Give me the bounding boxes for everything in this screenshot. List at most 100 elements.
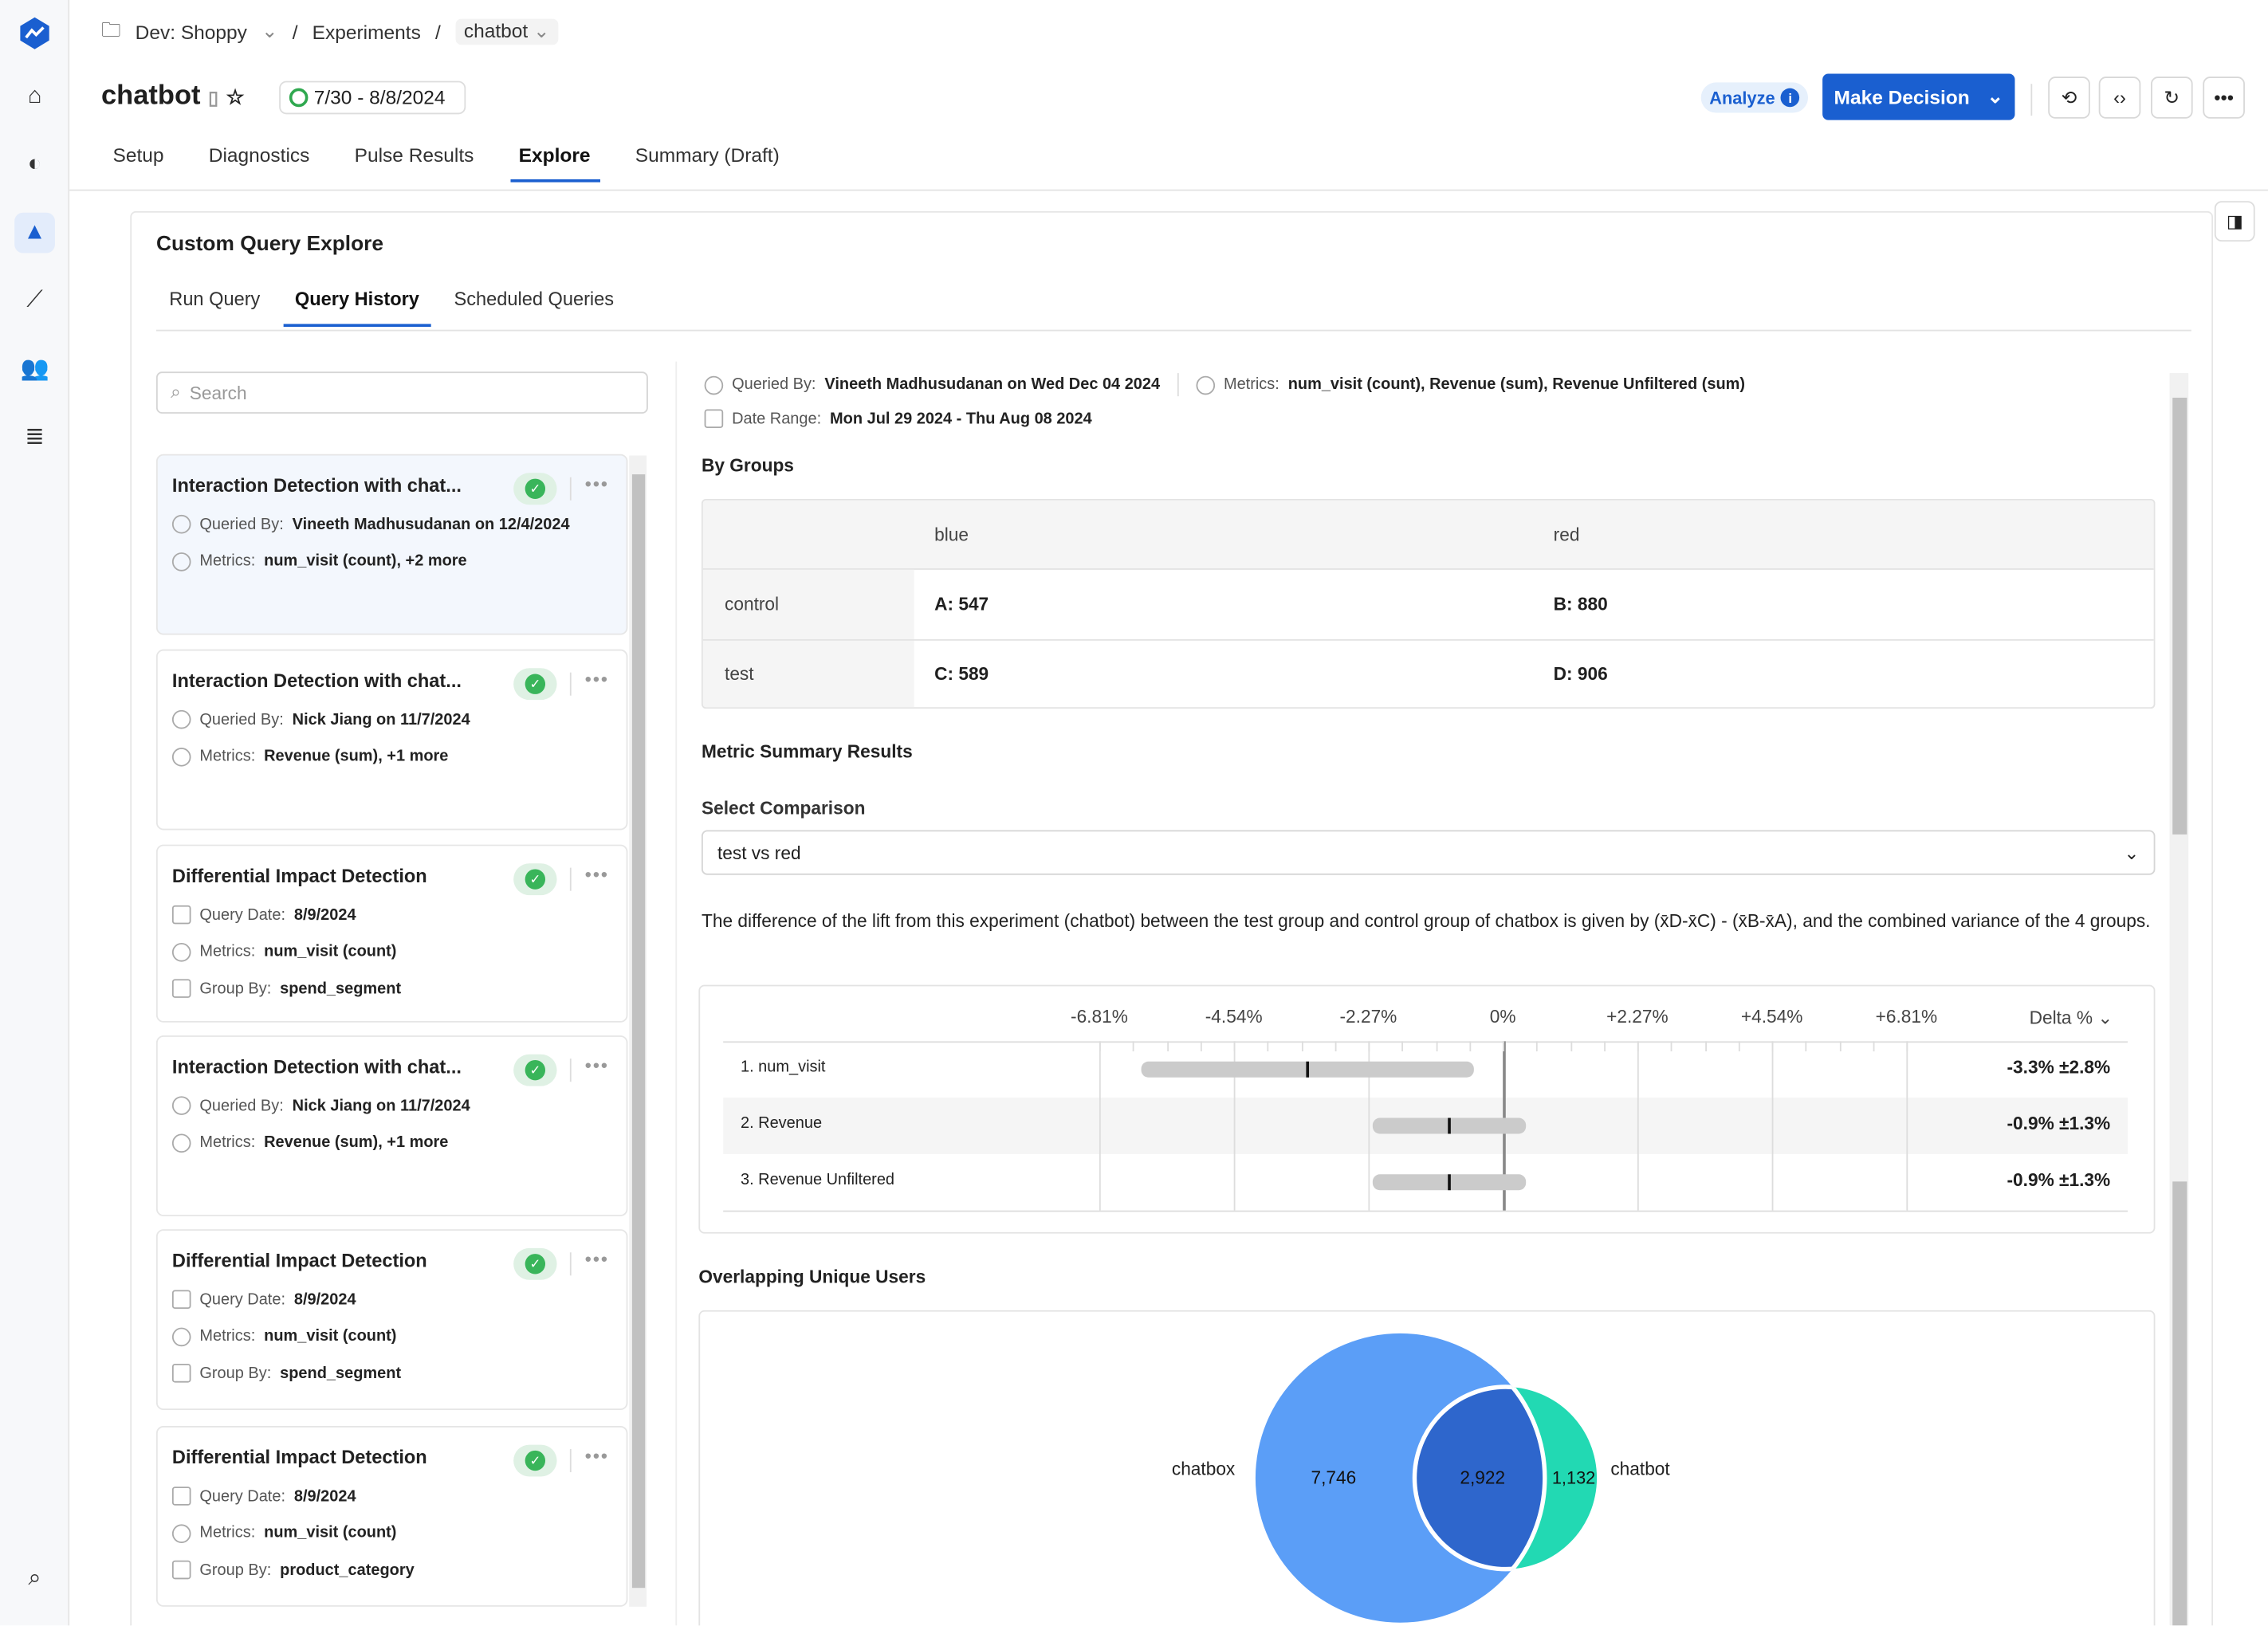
copy-icon[interactable]: ▯: [208, 86, 219, 109]
tab-diagnostics[interactable]: Diagnostics: [208, 144, 310, 167]
metric-delta: -0.9% ±1.3%: [2007, 1169, 2111, 1191]
more-icon[interactable]: •••: [584, 473, 609, 495]
meta-label: Metrics:: [199, 1524, 256, 1542]
history-item-meta: Query Date: 8/9/2024: [171, 897, 627, 933]
history-icon: ⟲: [2061, 85, 2077, 108]
history-button[interactable]: ⟲: [2048, 77, 2090, 119]
axis-tick-label: +2.27%: [1606, 1006, 1669, 1027]
chevron-down-icon[interactable]: ⌄: [261, 20, 278, 42]
meta-value: Revenue (sum), +1 more: [264, 1133, 449, 1152]
database-icon[interactable]: ≣: [25, 425, 45, 450]
subtab-query-history[interactable]: Query History: [283, 288, 431, 328]
code-button[interactable]: ‹›: [2098, 77, 2141, 119]
tab-pulse-results[interactable]: Pulse Results: [354, 144, 474, 167]
axis-tick-label: +4.54%: [1740, 1006, 1803, 1027]
refresh-button[interactable]: ↻: [2151, 77, 2193, 119]
history-item-meta: Group By: spend_segment: [171, 970, 627, 1007]
meta-label: Metrics:: [199, 552, 256, 571]
main-tabs: Setup Diagnostics Pulse Results Explore …: [112, 144, 825, 183]
breadcrumb-experiment[interactable]: chatbot ⌄: [454, 18, 559, 45]
venn-intersection: [1414, 1387, 1545, 1569]
metric-row[interactable]: 3. Revenue Unfiltered -0.9% ±1.3%: [723, 1154, 2128, 1211]
logo-icon[interactable]: [14, 13, 55, 53]
meta-value: num_visit (count): [264, 943, 397, 961]
tab-explore[interactable]: Explore: [509, 144, 600, 183]
history-item[interactable]: Differential Impact Detection ✓ ••• Query…: [155, 1229, 628, 1411]
home-icon[interactable]: ⌂: [27, 84, 42, 109]
make-decision-label: Make Decision: [1834, 85, 1970, 108]
more-button[interactable]: •••: [2203, 77, 2245, 119]
history-item-meta: Metrics: num_visit (count): [171, 1515, 627, 1552]
breadcrumb-workspace[interactable]: Dev: Shoppy: [135, 21, 247, 43]
left-nav: ⌂ ◐ ▲ ⟋ 👥 ≣ ⌕: [0, 0, 70, 1626]
history-item-title: Differential Impact Detection: [171, 1446, 427, 1468]
make-decision-button[interactable]: Make Decision ⌄: [1822, 73, 2015, 120]
meta-value: product_category: [280, 1561, 415, 1579]
subtab-run-query[interactable]: Run Query: [169, 288, 261, 310]
more-icon[interactable]: •••: [584, 668, 609, 690]
divider: [569, 477, 572, 501]
breadcrumb-separator: /: [434, 21, 441, 43]
history-item[interactable]: Interaction Detection with chat... ✓ •••…: [155, 1035, 628, 1216]
status-badge: ✓: [513, 1444, 557, 1477]
toggle-icon[interactable]: ◐: [27, 151, 42, 177]
users-icon[interactable]: 👥: [20, 357, 49, 383]
history-item[interactable]: Differential Impact Detection ✓ ••• Query…: [155, 844, 628, 1023]
detail-scrollbar-thumb[interactable]: [2172, 397, 2187, 835]
flask-icon[interactable]: ▲: [14, 212, 55, 253]
folder-icon: 🗀: [101, 18, 121, 40]
delta-marker: [1306, 1061, 1309, 1078]
comparison-value: test vs red: [717, 842, 801, 863]
subtab-scheduled-queries[interactable]: Scheduled Queries: [454, 288, 615, 310]
search-input[interactable]: ⌕ Search: [155, 371, 648, 414]
collapse-panel-button[interactable]: ◨: [2214, 201, 2255, 242]
comparison-select[interactable]: test vs red ⌄: [701, 830, 2156, 875]
gauge-icon: [171, 1523, 191, 1543]
search-icon[interactable]: ⌕: [28, 1565, 41, 1591]
more-icon[interactable]: •••: [584, 1247, 609, 1271]
title-text: chatbot: [101, 81, 201, 112]
breadcrumb-section[interactable]: Experiments: [312, 21, 421, 43]
meta-value: 8/9/2024: [293, 1290, 356, 1309]
star-icon[interactable]: ☆: [226, 85, 245, 109]
history-item[interactable]: Interaction Detection with chat... ✓ •••…: [155, 454, 628, 635]
axis-tick-label: -4.54%: [1205, 1006, 1263, 1027]
chevron-down-icon: ⌄: [2124, 842, 2140, 864]
meta-value: Nick Jiang on 11/7/2024: [292, 1097, 470, 1115]
more-icon[interactable]: •••: [584, 863, 609, 886]
meta-label: Metrics:: [1223, 375, 1279, 394]
meta-value: num_visit (count), +2 more: [264, 552, 467, 571]
delta-sort-dropdown[interactable]: Delta % ⌄: [2030, 1007, 2113, 1028]
minor-tick: [1301, 1041, 1303, 1052]
meta-label: Query Date:: [199, 1290, 286, 1309]
metric-row[interactable]: 1. num_visit -3.3% ±2.8%: [723, 1041, 2128, 1098]
history-item-meta: Group By: spend_segment: [171, 1355, 627, 1392]
meta-label: Queried By:: [199, 516, 284, 534]
more-icon[interactable]: •••: [584, 1054, 609, 1076]
divider: [155, 329, 2191, 332]
status-badge: ✓: [513, 1247, 557, 1280]
minor-tick: [1839, 1041, 1841, 1052]
history-item[interactable]: Differential Impact Detection ✓ ••• Query…: [155, 1425, 628, 1607]
delta-header: Delta %: [2029, 1007, 2093, 1029]
history-item-meta: Query Date: 8/9/2024: [171, 1478, 627, 1514]
tab-setup[interactable]: Setup: [112, 144, 164, 167]
groups-table: blue red control A: 547 B: 880 test C: 5…: [701, 498, 2156, 709]
calendar-icon: [171, 1487, 191, 1506]
analyze-pill[interactable]: Analyze i: [1700, 82, 1808, 113]
list-scrollbar-thumb[interactable]: [631, 474, 646, 1589]
column-header: red: [1553, 524, 1580, 546]
history-item-title: Differential Impact Detection: [171, 865, 427, 887]
chevron-down-icon: ⌄: [533, 20, 550, 42]
check-icon: ✓: [525, 1254, 546, 1274]
more-icon[interactable]: •••: [584, 1444, 609, 1467]
divider: [702, 638, 2154, 641]
analytics-icon[interactable]: ⟋: [26, 288, 43, 312]
tab-summary[interactable]: Summary (Draft): [635, 144, 780, 167]
history-item[interactable]: Interaction Detection with chat... ✓ •••…: [155, 649, 628, 831]
detail-scrollbar-thumb[interactable]: [2172, 1181, 2187, 1626]
history-item-title: Interaction Detection with chat...: [171, 670, 462, 692]
gridline: [1233, 1041, 1236, 1211]
chevron-down-icon: ⌄: [1987, 85, 2004, 108]
minor-tick: [1738, 1041, 1740, 1052]
